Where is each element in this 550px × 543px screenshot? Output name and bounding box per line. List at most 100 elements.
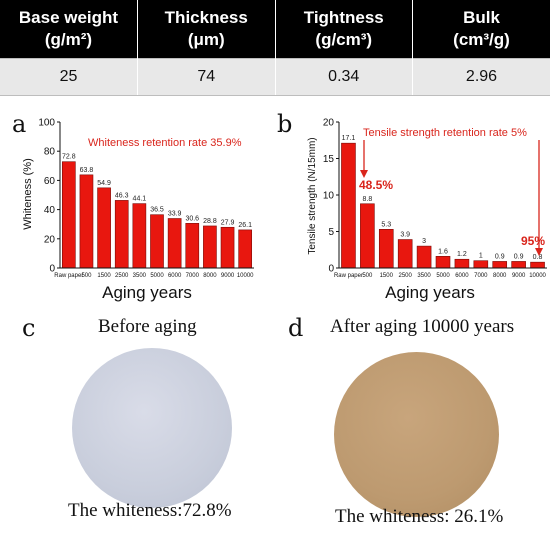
header-base-weight: Base weight (g/m²) [0, 0, 138, 59]
bar [473, 260, 489, 269]
y-tick-label: 80 [44, 147, 56, 158]
x-tick-label: 3500 [417, 273, 431, 279]
data-label: 0.8 [533, 254, 543, 261]
bar [238, 229, 253, 269]
bar [397, 239, 413, 269]
bar [378, 229, 394, 269]
cell-bulk: 2.96 [412, 58, 550, 96]
value-labels-group: 72.8 63.854.9 46.3 44.136.5 33.930.6 28.8 27.9… [62, 154, 252, 229]
x-tick-label: 9000 [512, 273, 526, 279]
bar [530, 261, 545, 269]
x-tick-label: 2500 [399, 273, 413, 279]
bar [167, 218, 182, 269]
paper-sample-image [334, 352, 499, 517]
cell-base-weight: 25 [0, 58, 138, 96]
data-label: 8.8 [362, 196, 372, 203]
bar [454, 258, 470, 269]
x-tick-label: Raw paper [334, 273, 363, 279]
header-tightness: Tightness (g/cm³) [275, 0, 413, 59]
whiteness-caption: The whiteness:72.8% [68, 500, 232, 521]
x-tick-label: 10000 [237, 273, 254, 279]
panel-letter-d: d [288, 314, 304, 342]
bar [79, 174, 94, 269]
data-label: 30.6 [185, 215, 199, 222]
whiteness-chart: a 72.8 63.854.9 46.3 44.136.5 33.930.6 28.8 27… [12, 110, 254, 302]
y-tick-label: 0 [328, 264, 334, 275]
bar [416, 245, 432, 269]
bar [114, 200, 129, 269]
x-tick-label: 5000 [150, 273, 164, 279]
whiteness-caption: The whiteness: 26.1% [335, 506, 504, 527]
arrow-95 [535, 140, 543, 256]
data-label: 3.9 [400, 232, 410, 239]
y-tick-label: 60 [44, 176, 56, 187]
y-tick-label: 0 [49, 264, 55, 275]
bar [341, 142, 356, 269]
x-tick-label: 8000 [203, 273, 217, 279]
data-label: 44.1 [133, 196, 147, 203]
x-tick-label: 5000 [436, 273, 450, 279]
data-label: 1.2 [457, 251, 467, 258]
axes-group: 0 5 10 15 20 Raw paper 500 1500 2500 3500 5000 6000… [323, 118, 547, 279]
data-label: 26.1 [238, 222, 252, 229]
x-tick-label: 7000 [186, 273, 200, 279]
data-label: 28.8 [203, 218, 217, 225]
bar [220, 226, 235, 269]
bar [511, 261, 526, 269]
header-bulk: Bulk (cm³/g) [412, 0, 550, 59]
bar [435, 256, 451, 269]
panel-letter-b: b [277, 110, 292, 138]
bar [150, 214, 164, 269]
y-tick-label: 40 [44, 205, 56, 216]
x-tick-label: 1500 [97, 273, 111, 279]
data-label: 72.8 [62, 154, 76, 161]
y-tick-label: 15 [323, 154, 335, 165]
bar [360, 203, 375, 269]
data-label: 1 [479, 253, 483, 260]
properties-table: Base weight (g/m²) Thickness (μm) Tightnes… [0, 0, 550, 96]
x-tick-label: 2500 [115, 273, 129, 279]
data-label: 27.9 [221, 219, 235, 226]
photo-panel-after: d After aging 10000 years The whiteness:… [275, 308, 550, 543]
data-label: 0.9 [495, 253, 505, 260]
data-label: 3 [422, 238, 426, 245]
header-thickness: Thickness (μm) [137, 0, 276, 59]
value-labels-group: 17.1 8.8 5.3 3.9 3 1.6 1.2 1 0.9 0.9 0.8 [342, 135, 543, 261]
data-label: 33.9 [168, 211, 182, 218]
annotation-retention: Whiteness retention rate 35.9% [88, 137, 242, 149]
bar [492, 261, 508, 269]
annotation-retention: Tensile strength retention rate 5% [363, 127, 527, 139]
annotation-48-5: 48.5% [359, 178, 393, 192]
panel-letter-a: a [12, 110, 26, 138]
bar [97, 187, 111, 269]
data-label: 0.9 [514, 253, 524, 260]
x-tick-label: 3500 [133, 273, 147, 279]
cell-tightness: 0.34 [275, 58, 413, 96]
y-tick-label: 20 [323, 118, 335, 129]
bar [203, 225, 217, 269]
y-tick-label: 20 [44, 234, 56, 245]
x-tick-label: 1500 [380, 273, 394, 279]
data-label: 5.3 [381, 221, 391, 228]
data-label: 46.3 [115, 192, 129, 199]
y-tick-label: 100 [38, 118, 55, 129]
x-tick-label: 6000 [168, 273, 182, 279]
photo-panel-before: c Before aging The whiteness:72.8% [0, 308, 275, 543]
table-row: 25 74 0.34 2.96 [0, 58, 550, 96]
x-tick-label: 500 [362, 273, 373, 279]
y-tick-label: 10 [323, 191, 335, 202]
x-tick-label: 10000 [529, 273, 546, 279]
y-tick-label: 5 [328, 227, 334, 238]
y-axis-label: Whiteness (%) [22, 158, 34, 230]
x-tick-label: 500 [81, 273, 92, 279]
data-label: 54.9 [97, 180, 111, 187]
data-label: 17.1 [342, 135, 356, 142]
data-label: 63.8 [80, 167, 94, 174]
annotation-95: 95% [521, 234, 545, 248]
x-tick-label: Raw paper [54, 273, 83, 279]
bars-group [61, 161, 253, 269]
bars-group [341, 142, 545, 269]
x-axis-label: Aging years [102, 283, 192, 302]
paper-sample-image [72, 348, 232, 508]
